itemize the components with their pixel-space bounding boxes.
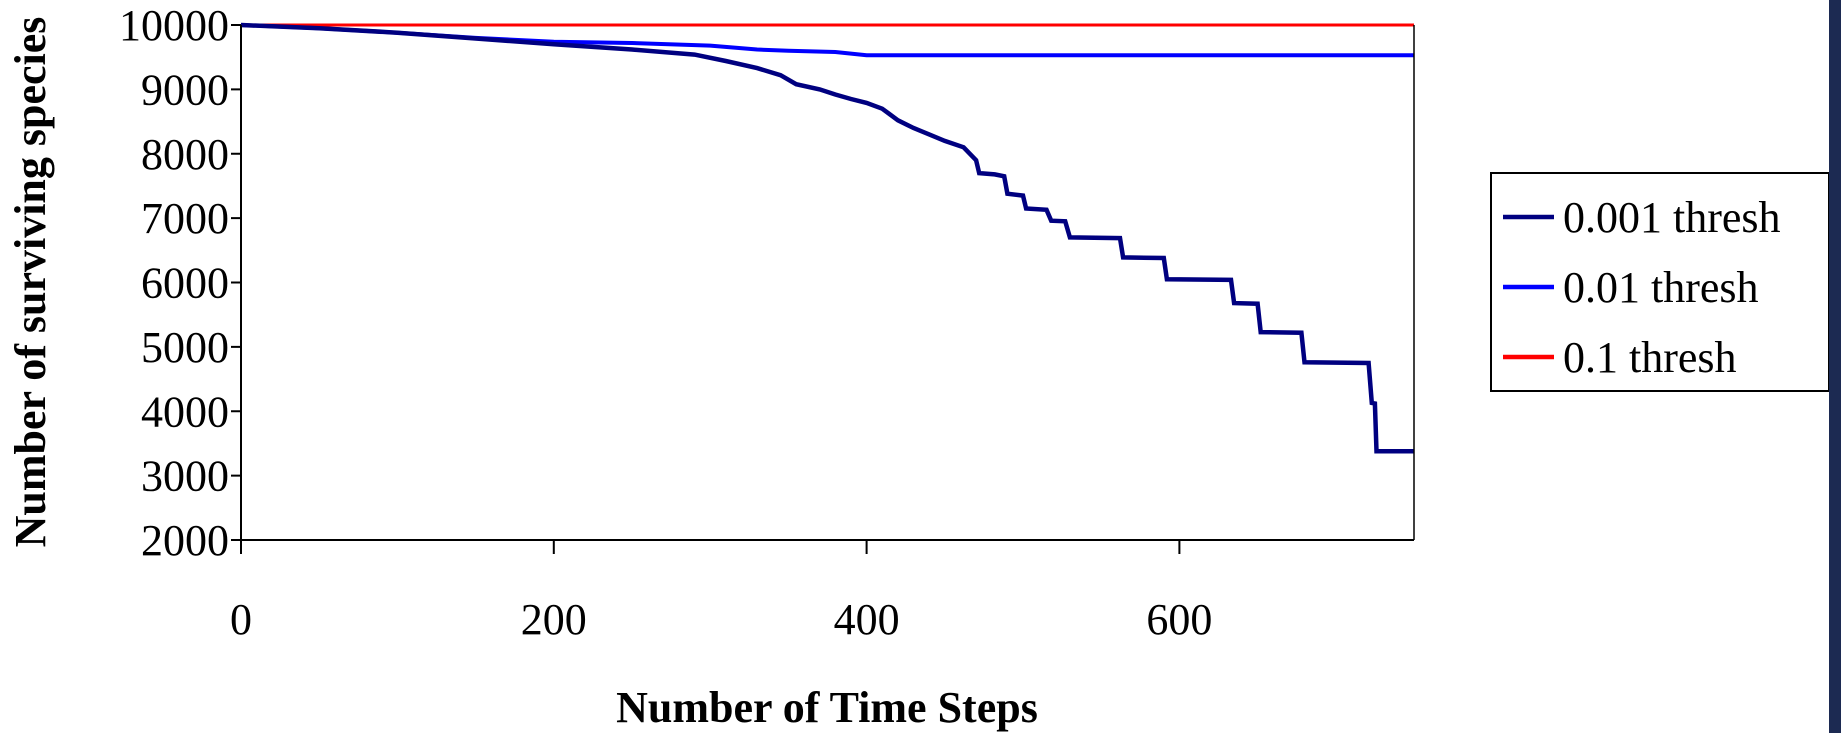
x-tick-label: 400 [834,595,900,644]
x-axis-title: Number of Time Steps [616,683,1038,732]
x-tick-label: 600 [1146,595,1212,644]
series-layer [240,22,1414,454]
y-tick-label: 10000 [119,1,229,50]
y-tick-label: 6000 [141,259,229,308]
legend: 0.001 thresh 0.01 thresh 0.1 thresh [1490,172,1830,392]
y-tick-label: 2000 [141,516,229,565]
x-tick-label: 200 [521,595,587,644]
y-tick-label: 4000 [141,387,229,436]
legend-items: 0.001 thresh 0.01 thresh 0.1 thresh [1503,193,1781,382]
right-edge-strip [1829,0,1841,733]
series-line-0-001-thresh [240,22,1414,454]
x-tick-label: 0 [230,595,252,644]
legend-entry-label: 0.01 thresh [1563,263,1759,312]
plot-area [241,25,1414,540]
legend-entry-label: 0.1 thresh [1563,333,1737,382]
y-tick-label: 8000 [141,130,229,179]
y-tick-label: 9000 [141,65,229,114]
y-tick-label: 5000 [141,323,229,372]
ticks-layer: 2000 3000 4000 5000 6000 7000 8000 9000 10000 0 20… [119,1,1212,644]
y-tick-label: 3000 [141,452,229,501]
y-axis-title: Number of surviving species [6,17,55,548]
legend-entry-label: 0.001 thresh [1563,193,1781,242]
y-tick-label: 7000 [141,194,229,243]
